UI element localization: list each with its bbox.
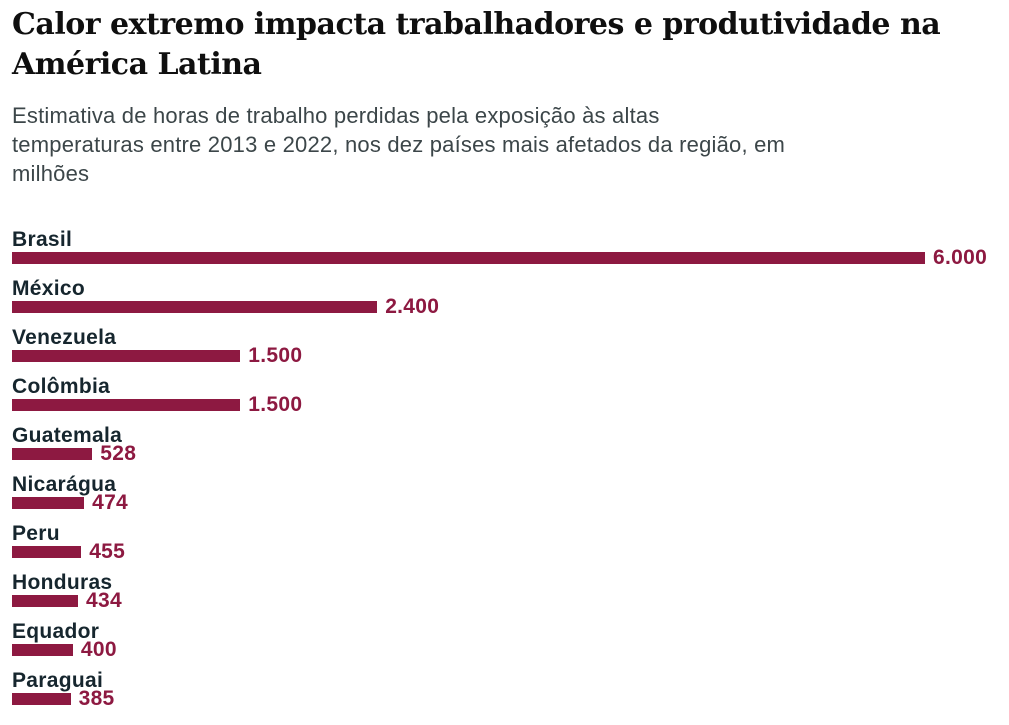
- bar: [12, 693, 71, 705]
- category-label: Nicarágua: [12, 473, 117, 496]
- bar: [12, 252, 925, 264]
- chart-title-line-1: Calor extremo impacta trabalhadores e pr…: [12, 7, 941, 42]
- category-label: Guatemala: [12, 424, 123, 447]
- bar-line: 2.400: [12, 295, 997, 318]
- bar: [12, 644, 73, 656]
- category-label: Peru: [12, 522, 60, 545]
- bar-row: Peru 455: [12, 522, 997, 563]
- value-label: 528: [100, 442, 137, 465]
- bar-line: 6.000: [12, 246, 997, 269]
- bar: [12, 448, 93, 460]
- chart-title: Calor extremo impacta trabalhadores e pr…: [12, 5, 997, 85]
- category-label: México: [12, 277, 85, 300]
- value-label: 474: [92, 491, 129, 514]
- category-label: Paraguai: [12, 669, 104, 692]
- bar-row: México 2.400: [12, 277, 997, 318]
- bar: [12, 497, 85, 509]
- category-label: Colômbia: [12, 375, 111, 398]
- value-label: 455: [89, 540, 126, 563]
- bar-row: Equador 400: [12, 620, 997, 661]
- bar-chart: Brasil 6.000 México 2.400 Venezuela 1.500 Colô…: [12, 228, 997, 710]
- category-label: Honduras: [12, 571, 113, 594]
- chart-page: Calor extremo impacta trabalhadores e pr…: [0, 5, 1009, 710]
- category-label: Brasil: [12, 228, 73, 251]
- bar-row: Colômbia 1.500: [12, 375, 997, 416]
- chart-subtitle-line-1: Estimativa de horas de trabalho perdidas…: [12, 103, 660, 128]
- value-label: 6.000: [933, 246, 988, 269]
- chart-subtitle: Estimativa de horas de trabalho perdidas…: [12, 101, 997, 188]
- bar: [12, 595, 78, 607]
- bar-row: Guatemala 528: [12, 424, 997, 465]
- bar: [12, 546, 82, 558]
- bar-line: 434: [12, 589, 997, 612]
- bar-row: Paraguai 385: [12, 669, 997, 710]
- category-label: Equador: [12, 620, 100, 643]
- value-label: 400: [80, 638, 117, 661]
- bar-row: Venezuela 1.500: [12, 326, 997, 367]
- bar-row: Nicarágua 474: [12, 473, 997, 514]
- category-label: Venezuela: [12, 326, 117, 349]
- value-label: 385: [78, 687, 115, 710]
- bar-line: 1.500: [12, 393, 997, 416]
- value-label: 2.400: [385, 295, 440, 318]
- bar-row: Brasil 6.000: [12, 228, 997, 269]
- bar-line: 528: [12, 442, 997, 465]
- bar: [12, 350, 241, 362]
- bar-row: Honduras 434: [12, 571, 997, 612]
- bar: [12, 399, 241, 411]
- chart-subtitle-line-2: temperaturas entre 2013 e 2022, nos dez …: [12, 132, 786, 157]
- bar: [12, 301, 378, 313]
- chart-subtitle-line-3: milhões: [12, 161, 90, 186]
- chart-title-line-2: América Latina: [12, 47, 262, 82]
- bar-line: 1.500: [12, 344, 997, 367]
- bar-line: 474: [12, 491, 997, 514]
- value-label: 1.500: [248, 344, 303, 367]
- value-label: 1.500: [248, 393, 303, 416]
- value-label: 434: [86, 589, 122, 612]
- bar-line: 385: [12, 687, 997, 710]
- bar-line: 400: [12, 638, 997, 661]
- bar-line: 455: [12, 540, 997, 563]
